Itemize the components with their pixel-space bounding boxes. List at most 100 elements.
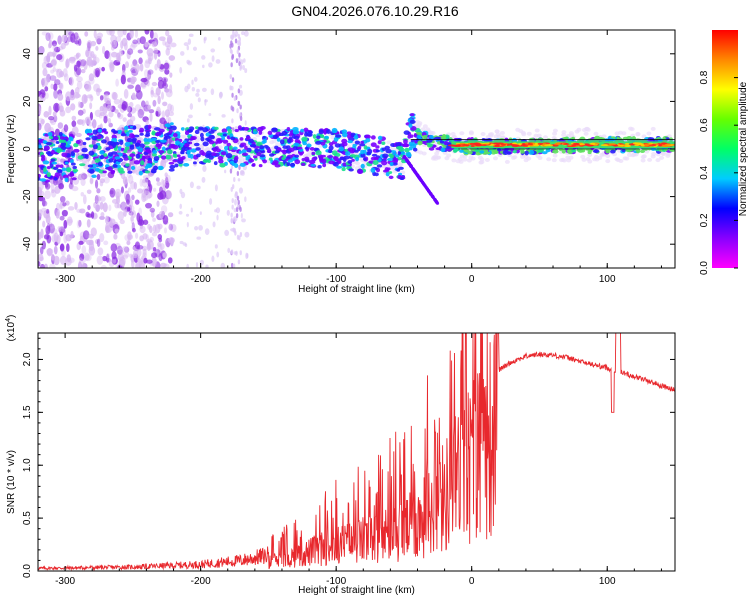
noise-speck	[80, 69, 86, 74]
band-hot	[527, 143, 534, 146]
snr-frame	[37, 332, 676, 572]
halo-speck	[468, 131, 474, 136]
noise-speck	[69, 76, 74, 86]
noise-speck	[122, 30, 127, 36]
halo-speck	[605, 153, 611, 158]
noise-speck	[86, 94, 93, 99]
noise-speck	[142, 248, 147, 256]
noise-speck	[113, 98, 121, 105]
noise-speck	[127, 112, 133, 118]
ridge-speck	[333, 136, 339, 142]
ridge-speck	[168, 168, 175, 172]
noise-speck	[153, 47, 158, 55]
noise-speck	[62, 68, 68, 78]
streak-speck	[427, 189, 431, 193]
ridge-speck	[54, 172, 61, 178]
noise-speck	[151, 252, 158, 259]
halo-speck	[217, 145, 223, 150]
ridge-speck	[56, 148, 62, 154]
ridge-speck	[221, 136, 226, 141]
noise-speck	[131, 227, 136, 233]
ridge-speck	[258, 163, 263, 168]
ridge-speck	[161, 155, 167, 160]
halo-speck	[583, 131, 589, 136]
band-hot	[537, 142, 544, 145]
noise-speck	[101, 45, 106, 55]
ridge-speck	[272, 160, 279, 165]
noise-speck	[117, 112, 121, 118]
noise-speck	[118, 50, 124, 57]
ridge-speck	[262, 135, 266, 139]
colorbar	[712, 30, 738, 268]
ridge-speck	[150, 170, 157, 174]
ridge-speck	[51, 161, 58, 165]
noise-speck	[103, 240, 109, 246]
noise-speck	[146, 79, 150, 87]
ridge-speck	[304, 146, 309, 150]
ridge-speck	[124, 125, 129, 131]
ridge-speck	[119, 139, 124, 145]
ridge-speck	[281, 156, 286, 161]
noise-speck	[38, 45, 45, 55]
noise-speck	[48, 115, 55, 121]
band-hot	[562, 143, 570, 146]
noise-speck	[163, 227, 168, 234]
noise-speck	[44, 55, 48, 62]
ridge-speck	[286, 126, 291, 132]
noise-speck	[146, 259, 153, 264]
noise-speck	[61, 249, 66, 257]
ridge-speck	[237, 125, 242, 131]
noise-speck	[50, 69, 55, 74]
ridge-speck	[59, 164, 64, 169]
band-hot	[624, 142, 630, 145]
band-hot	[473, 142, 481, 145]
noise-speck	[98, 114, 103, 119]
noise-speck	[169, 84, 173, 94]
noise-speck	[41, 31, 48, 36]
ridge-speck	[227, 128, 232, 134]
x-axis-label: Height of straight line (km)	[298, 585, 415, 596]
ridge-speck	[70, 162, 76, 166]
noise-speck	[88, 241, 95, 252]
ridge-speck	[195, 147, 201, 151]
noise-speck	[99, 178, 105, 184]
ridge-speck	[395, 142, 402, 147]
ridge-speck	[412, 147, 418, 152]
ridge-speck	[128, 129, 133, 133]
band-hot	[624, 144, 632, 147]
noise-speck	[68, 31, 75, 37]
noise-speck	[183, 42, 189, 47]
ridge-speck	[198, 161, 205, 165]
ridge-speck	[199, 132, 204, 138]
ridge-speck	[205, 150, 212, 156]
noise-speck	[41, 93, 45, 98]
ridge-speck	[370, 167, 376, 173]
noise-speck	[164, 41, 171, 48]
ridge-speck	[147, 160, 153, 164]
ridge-speck	[386, 157, 394, 162]
halo-speck	[355, 161, 361, 166]
ridge-speck	[318, 129, 324, 135]
noise-speck	[43, 110, 50, 118]
noise-speck	[211, 55, 215, 62]
ridge-speck	[389, 154, 395, 159]
noise-speck	[84, 116, 92, 125]
ridge-speck	[105, 147, 111, 151]
noise-speck	[130, 78, 136, 85]
noise-speck	[140, 80, 147, 90]
ridge-speck	[363, 145, 368, 150]
noise-speck	[105, 215, 109, 225]
noise-speck	[53, 83, 58, 91]
ridge-speck	[262, 159, 268, 164]
ridge-speck	[384, 145, 390, 150]
noise-speck	[78, 240, 84, 245]
noise-speck	[90, 211, 95, 219]
noise-speck	[233, 217, 236, 223]
noise-speck	[224, 169, 227, 174]
noise-speck	[241, 218, 246, 223]
noise-speck	[143, 69, 149, 78]
colorbar-tick-label: 0.4	[699, 165, 710, 179]
halo-speck	[420, 127, 426, 132]
ridge-speck	[280, 149, 287, 153]
ridge-speck	[176, 154, 181, 158]
